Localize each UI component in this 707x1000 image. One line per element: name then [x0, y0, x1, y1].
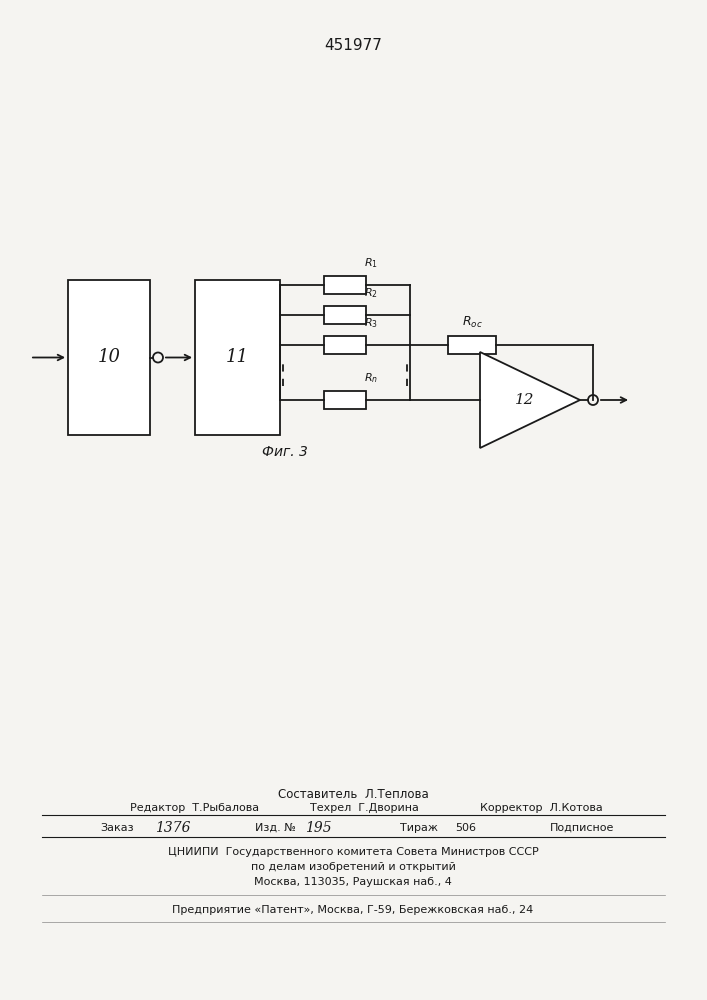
Text: Предприятие «Патент», Москва, Г-59, Бережковская наб., 24: Предприятие «Патент», Москва, Г-59, Бере…	[173, 905, 534, 915]
Bar	[68, 280, 150, 435]
Bar	[448, 336, 496, 354]
Text: Подписное: Подписное	[550, 823, 614, 833]
Text: 506: 506	[455, 823, 476, 833]
Text: 11: 11	[226, 349, 249, 366]
Text: Изд. №: Изд. №	[255, 823, 296, 833]
Bar	[324, 276, 366, 294]
Text: Тираж: Тираж	[400, 823, 438, 833]
Text: $R_n$: $R_n$	[364, 371, 378, 385]
Text: 1376: 1376	[155, 821, 190, 835]
Polygon shape	[480, 352, 580, 448]
Bar	[195, 280, 280, 435]
Text: Фиг. 3: Фиг. 3	[262, 445, 308, 459]
Text: Редактор  Т.Рыбалова: Редактор Т.Рыбалова	[130, 803, 259, 813]
Bar	[324, 306, 366, 324]
Bar	[324, 391, 366, 409]
Bar	[324, 336, 366, 354]
Text: по делам изобретений и открытий: по делам изобретений и открытий	[250, 862, 455, 872]
Text: Техрел  Г.Дворина: Техрел Г.Дворина	[310, 803, 419, 813]
Text: Корректор  Л.Котова: Корректор Л.Котова	[480, 803, 603, 813]
Text: $R_{oc}$: $R_{oc}$	[462, 315, 482, 330]
Text: Москва, 113035, Раушская наб., 4: Москва, 113035, Раушская наб., 4	[254, 877, 452, 887]
Text: Составитель  Л.Теплова: Составитель Л.Теплова	[278, 788, 428, 802]
Text: $R_2$: $R_2$	[364, 286, 378, 300]
Text: 10: 10	[98, 349, 120, 366]
Text: 12: 12	[515, 393, 534, 407]
Text: 451977: 451977	[324, 37, 382, 52]
Text: 195: 195	[305, 821, 332, 835]
Text: $R_3$: $R_3$	[364, 316, 378, 330]
Text: ЦНИИПИ  Государственного комитета Совета Министров СССР: ЦНИИПИ Государственного комитета Совета …	[168, 847, 538, 857]
Text: Заказ: Заказ	[100, 823, 134, 833]
Text: $R_1$: $R_1$	[364, 256, 378, 270]
